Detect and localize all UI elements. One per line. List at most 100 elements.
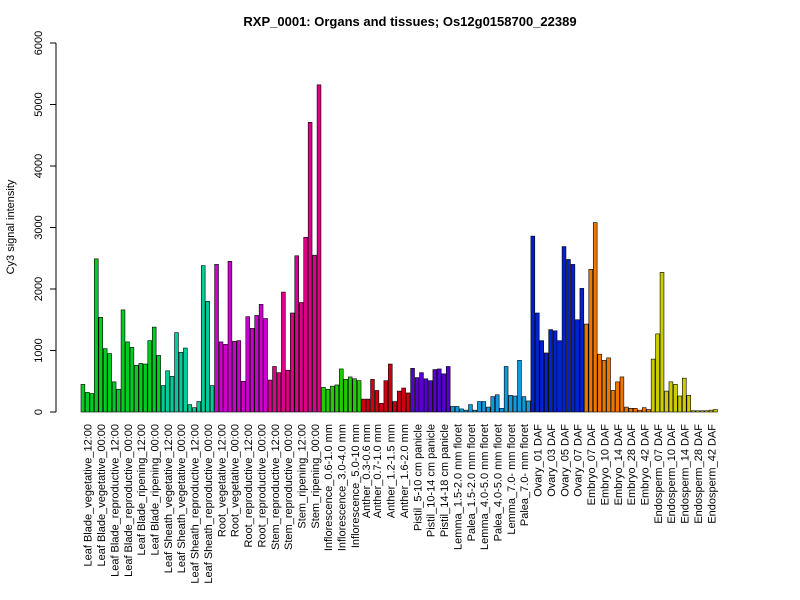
bar — [107, 353, 112, 413]
x-tick-label: Lemma_4.0-5.0 mm floret — [479, 424, 491, 550]
bar — [89, 393, 95, 413]
x-tick-label: Anther_1.6-2.0 mm — [399, 424, 411, 518]
bar — [557, 340, 562, 413]
bar — [223, 344, 228, 413]
x-tick-label: Root_vegetative_12:00 — [216, 424, 228, 537]
x-tick-label: Leaf Blade_vegetative_00:00 — [96, 424, 108, 567]
bar — [588, 269, 593, 413]
y-axis-label: Cy3 signal intensity — [5, 179, 17, 274]
bar — [396, 390, 402, 413]
bar — [370, 379, 375, 413]
bar — [423, 378, 429, 413]
bar — [592, 222, 598, 413]
bar — [352, 378, 357, 413]
bar — [713, 409, 718, 413]
bar — [521, 396, 527, 413]
bar — [499, 408, 504, 413]
x-tick-label: Pistil_5-10 cm panicle — [412, 424, 424, 531]
x-tick-label: Endosperm_14 DAF — [680, 424, 692, 524]
bar — [445, 366, 451, 413]
bar — [708, 409, 714, 413]
x-tick-label: Stem_reproductive_00:00 — [283, 424, 295, 550]
bar — [539, 340, 544, 413]
bar — [641, 407, 647, 413]
bar — [668, 381, 674, 413]
bar — [147, 340, 152, 413]
bar — [637, 409, 642, 413]
bar — [183, 347, 188, 413]
x-tick-label: Leaf Sheath_vegetative_00:00 — [176, 424, 188, 573]
bar — [428, 380, 433, 413]
bar — [490, 396, 495, 413]
bar — [584, 323, 589, 413]
y-tick-label: 5000 — [33, 92, 45, 116]
y-tick-label: 3000 — [33, 215, 45, 239]
bar — [463, 409, 469, 413]
bar — [659, 272, 665, 413]
x-tick-label: Inflorescence_3.0-4.0 mm — [337, 424, 349, 551]
chart-title: RXP_0001: Organs and tissues; Os12g01587… — [243, 14, 576, 29]
bar — [486, 406, 491, 413]
bar — [151, 326, 157, 413]
bar — [570, 264, 576, 413]
bar — [548, 329, 553, 413]
bar — [664, 390, 669, 413]
bar — [650, 358, 656, 413]
bar — [254, 315, 259, 413]
x-tick-label: Leaf Blade_ripening_00:00 — [150, 424, 162, 556]
bar — [129, 347, 135, 413]
bar — [624, 406, 629, 413]
bar — [178, 352, 184, 413]
bar — [285, 369, 291, 413]
bar — [561, 246, 567, 413]
x-tick-label: Anther_0.7-1.0 mm — [372, 424, 384, 518]
bar — [405, 392, 411, 413]
bar — [673, 384, 678, 413]
bar — [258, 304, 264, 413]
x-tick-label: Ovary_03 DAF — [546, 424, 558, 497]
x-tick-label: Pistil_14-18 cm panicle — [439, 424, 451, 537]
bar — [494, 394, 500, 413]
x-tick-label: Root_reproductive_12:00 — [243, 424, 255, 548]
bar — [610, 390, 616, 413]
x-tick-label: Embryo_42 DAF — [640, 424, 652, 506]
bar — [321, 387, 326, 413]
bar — [307, 122, 313, 413]
bar — [615, 381, 620, 413]
bar — [699, 410, 705, 413]
bar — [690, 410, 696, 413]
x-tick-label: Endosperm_07 DAF — [653, 424, 665, 524]
bar — [187, 404, 193, 413]
bar — [281, 291, 286, 413]
bar — [343, 379, 348, 413]
bar — [330, 385, 335, 413]
x-tick-label: Embryo_14 DAF — [613, 424, 625, 506]
bar — [677, 395, 683, 413]
bar — [450, 406, 455, 413]
bar — [361, 398, 366, 413]
bar — [437, 368, 442, 413]
bar — [272, 366, 277, 413]
bar — [383, 380, 389, 413]
bar — [530, 235, 536, 413]
bar — [633, 408, 638, 413]
x-tick-label: Pistil_10-14 cm panicle — [426, 424, 438, 537]
bar — [267, 379, 273, 413]
bar — [374, 390, 380, 413]
x-tick-label: Ovary_05 DAF — [559, 424, 571, 497]
x-axis-tick-labels: Leaf Blade_vegetative_12:00 Leaf Blade_ve… — [83, 424, 719, 584]
bar — [686, 395, 691, 413]
bar — [597, 353, 602, 413]
x-tick-label: Leaf Blade_ripening_12:00 — [136, 424, 148, 556]
bars-group — [80, 84, 718, 413]
bar — [156, 355, 161, 413]
bar — [388, 363, 393, 413]
bar — [294, 255, 299, 413]
bar — [205, 300, 210, 413]
bar — [192, 407, 197, 413]
y-tick-label: 2000 — [33, 277, 45, 301]
x-tick-label: Endosperm_42 DAF — [706, 424, 718, 524]
x-tick-label: Anther_1.2-1.5 mm — [386, 424, 398, 518]
